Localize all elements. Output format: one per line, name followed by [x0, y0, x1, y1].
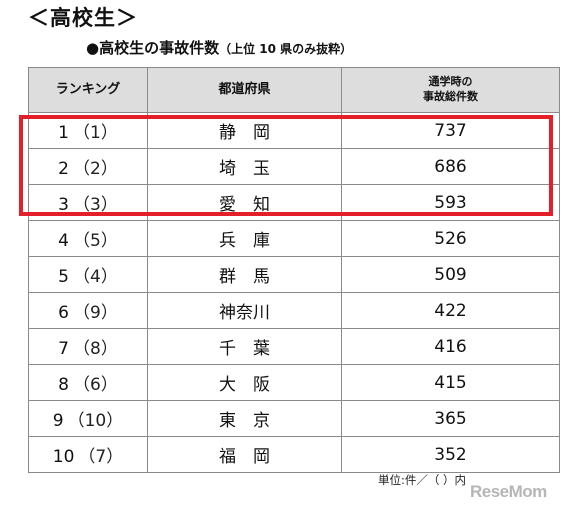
rank-cell: 4 （5）: [28, 220, 148, 257]
table-row: 6 （9） 神奈川 422: [28, 292, 560, 329]
count-cell: 686: [341, 148, 560, 185]
header-count-line2: 事故総件数: [423, 90, 478, 103]
prefecture-cell: 群 馬: [147, 256, 342, 293]
prefecture-cell: 神奈川: [147, 292, 342, 329]
prefecture-cell: 兵 庫: [147, 220, 342, 257]
prefecture-cell: 福 岡: [147, 436, 342, 473]
count-cell: 526: [341, 220, 560, 257]
rank-number: 5: [58, 267, 69, 287]
rank-cell: 10 （7）: [28, 436, 148, 473]
prefecture-cell: 埼 玉: [147, 148, 342, 185]
previous-rank: （2）: [73, 159, 118, 179]
count-cell: 352: [341, 436, 560, 473]
rank-number: 1: [58, 123, 69, 143]
prefecture-cell: 大 阪: [147, 364, 342, 401]
count-cell: 737: [341, 112, 560, 149]
prefecture-cell: 愛 知: [147, 184, 342, 221]
previous-rank: （10）: [67, 411, 124, 431]
rank-number: 3: [58, 195, 69, 215]
previous-rank: （5）: [73, 231, 118, 251]
rank-cell: 6 （9）: [28, 292, 148, 329]
rank-number: 2: [58, 159, 69, 179]
rank-cell: 9 （10）: [28, 400, 148, 437]
table-row: 5 （4）群 馬 509: [28, 256, 560, 293]
table-row: 2 （2）埼 玉 686: [28, 148, 560, 185]
count-cell: 365: [341, 400, 560, 437]
table-row: 9 （10）東 京 365: [28, 400, 560, 437]
unit-note: 単位:件／（ ）内: [378, 473, 467, 487]
previous-rank: （1）: [73, 123, 118, 143]
rank-number: 9: [52, 411, 64, 431]
table-row: 1 （1）静 岡 737: [28, 112, 560, 149]
table-title: ●高校生の事故件数（上位 10 県のみ抜粋）: [86, 37, 352, 58]
rank-number: 8: [58, 375, 69, 395]
rank-cell: 7 （8）: [28, 328, 148, 365]
watermark-logo: ReseMom: [470, 482, 547, 501]
rank-number: 4: [58, 231, 69, 251]
header-rank: ランキング: [28, 67, 148, 113]
table-row: 7 （8）千 葉 416: [28, 328, 560, 365]
rank-cell: 8 （6）: [28, 364, 148, 401]
count-cell: 593: [341, 184, 560, 221]
prefecture-cell: 東 京: [147, 400, 342, 437]
table-row: 4 （5）兵 庫 526: [28, 220, 560, 257]
rank-number: 10: [52, 447, 75, 467]
prefecture-cell: 静 岡: [147, 112, 342, 149]
table-title-note: （上位 10 県のみ抜粋）: [219, 42, 353, 56]
table-row: 8 （6）大 阪 415: [28, 364, 560, 401]
previous-rank: （7）: [78, 447, 124, 467]
count-cell: 415: [341, 364, 560, 401]
table-row: 10 （7）福 岡 352: [28, 436, 560, 473]
previous-rank: （9）: [73, 303, 118, 323]
rank-cell: 1 （1）: [28, 112, 148, 149]
table-title-main: ●高校生の事故件数: [86, 39, 220, 57]
prefecture-cell: 千 葉: [147, 328, 342, 365]
rank-cell: 5 （4）: [28, 256, 148, 293]
rank-number: 7: [58, 339, 69, 359]
count-cell: 509: [341, 256, 560, 293]
table-header-row: ランキング 都道府県 通学時の 事故総件数: [28, 67, 560, 113]
header-count: 通学時の 事故総件数: [341, 67, 560, 113]
count-cell: 422: [341, 292, 560, 329]
header-count-line1: 通学時の: [428, 75, 473, 89]
page-heading: ＜高校生＞: [28, 6, 138, 30]
count-cell: 416: [341, 328, 560, 365]
previous-rank: （4）: [73, 267, 118, 287]
previous-rank: （8）: [73, 339, 118, 359]
table-body: 1 （1）静 岡 737 2 （2）埼 玉 686 3 （3）愛 知 593 4 （5）兵 庫 526…: [28, 112, 560, 473]
rank-number: 6: [58, 303, 69, 323]
previous-rank: （6）: [73, 375, 118, 395]
table-row: 3 （3）愛 知 593: [28, 184, 560, 221]
header-prefecture: 都道府県: [147, 67, 342, 113]
rank-cell: 2 （2）: [28, 148, 148, 185]
previous-rank: （3）: [73, 195, 118, 215]
rank-cell: 3 （3）: [28, 184, 148, 221]
